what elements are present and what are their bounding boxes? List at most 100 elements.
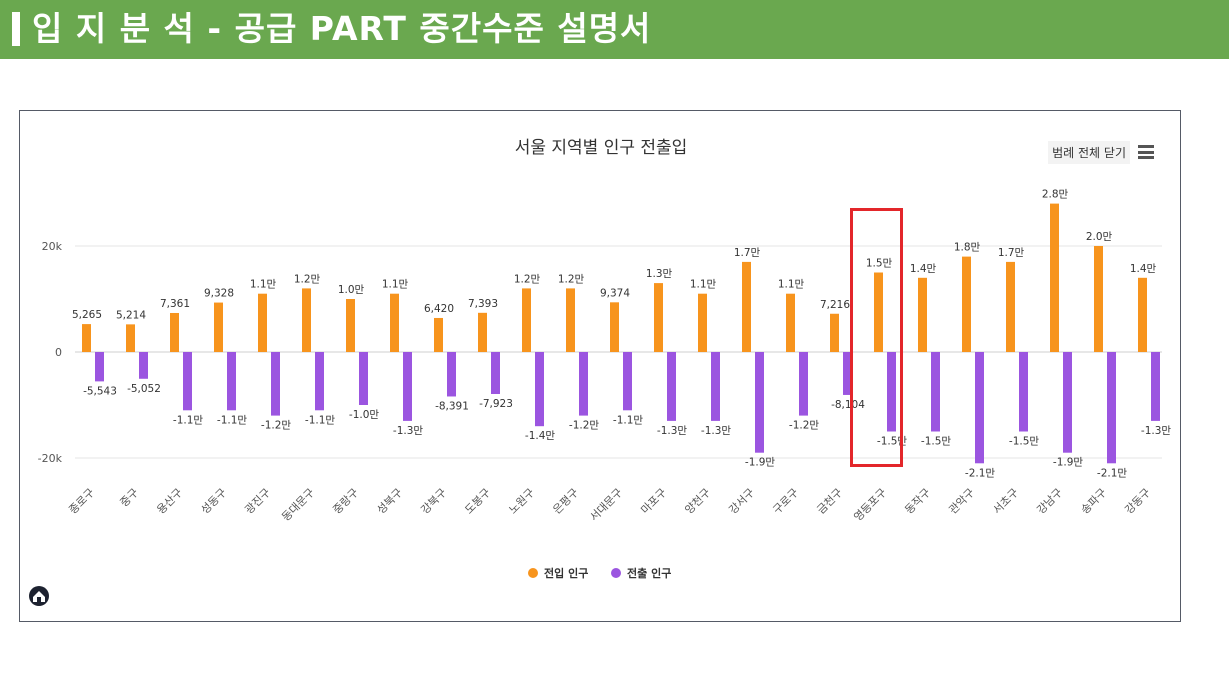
bar-out <box>711 352 720 421</box>
data-label-in: 1.4만 <box>1130 263 1157 275</box>
data-label-out: -8,104 <box>831 399 865 411</box>
bar-out <box>667 352 676 421</box>
header-accent-bar <box>12 12 20 46</box>
data-label-out: -5,052 <box>127 383 161 395</box>
bar-in <box>82 324 91 352</box>
bar-out <box>1107 352 1116 464</box>
x-tick-label: 서대문구 <box>587 486 625 524</box>
bar-out <box>623 352 632 411</box>
x-tick-label: 동작구 <box>902 486 933 517</box>
bar-out <box>1063 352 1072 453</box>
x-tick-label: 종로구 <box>66 486 97 517</box>
bar-in <box>610 302 619 352</box>
legend-toggle-button[interactable]: 범례 전체 닫기 <box>1048 141 1130 164</box>
data-label-in: 1.8만 <box>954 242 981 254</box>
x-tick-label: 강동구 <box>1122 486 1153 517</box>
data-label-in: 5,214 <box>116 309 146 321</box>
data-label-out: -2.1만 <box>965 467 995 479</box>
x-tick-label: 강북구 <box>418 486 449 517</box>
bar-out <box>579 352 588 416</box>
x-tick-label: 영등포구 <box>851 486 889 524</box>
population-chart: 20k 0 -20k 5,265 -5,543 종로구 5,214 -5,052 중구 7,361… <box>38 189 1172 580</box>
data-label-out: -1.1만 <box>173 414 203 426</box>
data-label-in: 5,265 <box>72 309 102 321</box>
bar-in <box>522 288 531 352</box>
legend-marker <box>611 568 621 578</box>
highlight-box <box>850 208 903 467</box>
data-label-out: -1.3만 <box>657 425 687 437</box>
bar-out <box>139 352 148 379</box>
x-tick-label: 구로구 <box>770 486 801 517</box>
x-tick-label: 금천구 <box>814 485 845 516</box>
bar-in <box>918 277 927 352</box>
x-tick-label: 도봉구 <box>462 486 493 517</box>
data-label-out: -7,923 <box>479 398 513 410</box>
bar-in <box>346 299 355 352</box>
data-label-in: 1.1만 <box>690 279 717 291</box>
data-label-out: -1.1만 <box>613 414 643 426</box>
data-label-out: -5,543 <box>83 385 117 397</box>
house-logo-icon <box>29 586 49 606</box>
x-tick-label: 마포구 <box>638 486 669 517</box>
data-label-out: -1.4만 <box>525 430 555 442</box>
bar-in <box>214 302 223 352</box>
bar-out <box>887 352 896 432</box>
bar-in <box>390 293 399 352</box>
data-label-in: 1.2만 <box>514 273 541 285</box>
bar-out <box>183 352 192 411</box>
data-label-out: -1.0만 <box>349 409 379 421</box>
bar-in <box>1094 246 1103 352</box>
data-label-in: 7,216 <box>820 299 850 311</box>
data-label-out: -1.3만 <box>1141 425 1171 437</box>
bar-out <box>843 352 852 395</box>
bar-out <box>1019 352 1028 432</box>
data-label-out: -1.3만 <box>393 425 423 437</box>
data-label-out: -1.2만 <box>569 420 599 432</box>
data-label-in: 1.5만 <box>866 258 893 270</box>
bar-in <box>830 313 839 352</box>
data-label-in: 6,420 <box>424 303 454 315</box>
data-label-in: 9,374 <box>600 287 630 299</box>
data-label-in: 1.1만 <box>778 279 805 291</box>
data-label-out: -1.2만 <box>261 420 291 432</box>
bar-out <box>315 352 324 411</box>
bar-out <box>799 352 808 416</box>
bar-out <box>535 352 544 427</box>
data-label-in: 1.1만 <box>382 279 409 291</box>
bar-in <box>742 261 751 352</box>
x-tick-label: 중랑구 <box>330 486 361 517</box>
data-label-out: -1.5만 <box>877 436 907 448</box>
bar-in <box>1006 261 1015 352</box>
x-tick-label: 노원구 <box>506 486 537 517</box>
data-label-in: 7,393 <box>468 298 498 310</box>
bar-in <box>126 324 135 352</box>
legend-label: 전출 인구 <box>627 566 671 580</box>
data-label-in: 9,328 <box>204 288 234 300</box>
hamburger-menu-icon[interactable] <box>1138 145 1154 159</box>
data-label-in: 1.7만 <box>998 247 1025 259</box>
legend-marker <box>528 568 538 578</box>
y-tick-label: 20k <box>42 240 63 253</box>
bar-in <box>566 288 575 352</box>
bar-in <box>302 288 311 352</box>
x-tick-label: 광진구 <box>242 486 273 517</box>
x-tick-label: 중구 <box>118 486 142 510</box>
bar-out <box>931 352 940 432</box>
data-label-in: 1.2만 <box>558 273 585 285</box>
x-tick-label: 성동구 <box>198 486 229 517</box>
bar-in <box>478 312 487 352</box>
bar-out <box>491 352 500 394</box>
data-label-out: -1.2만 <box>789 420 819 432</box>
bar-out <box>975 352 984 464</box>
data-label-out: -1.5만 <box>1009 436 1039 448</box>
data-label-in: 2.8만 <box>1042 189 1069 201</box>
x-tick-label: 관악구 <box>946 486 977 517</box>
x-tick-label: 성북구 <box>374 486 405 517</box>
y-tick-label: 0 <box>55 346 62 359</box>
data-label-in: 1.7만 <box>734 247 761 259</box>
bar-in <box>874 272 883 352</box>
bar-out <box>755 352 764 453</box>
x-tick-label: 동대문구 <box>279 486 317 524</box>
data-label-in: 7,361 <box>160 298 190 310</box>
bar-in <box>170 312 179 352</box>
